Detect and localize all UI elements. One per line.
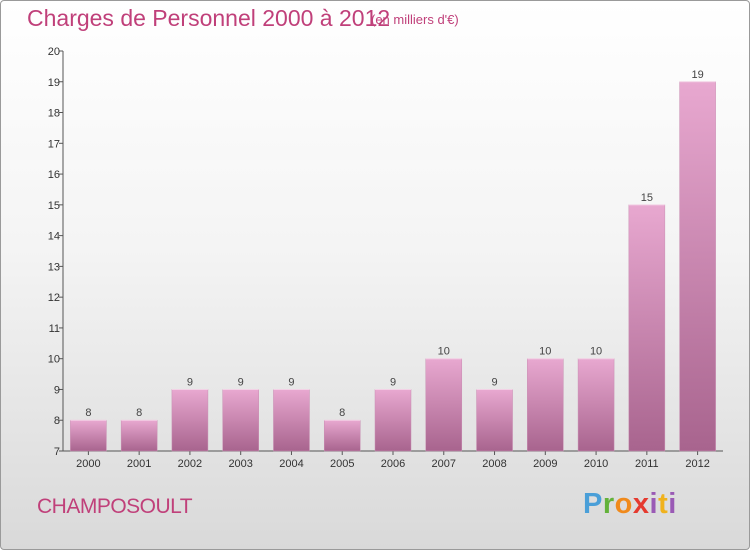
bar-2005 (323, 419, 361, 452)
value-label-2009: 10 (539, 346, 551, 358)
x-tick-label-2006: 2006 (381, 458, 405, 470)
value-label-2003: 9 (238, 376, 244, 388)
chart-subtitle: (en milliers d'€) (371, 12, 459, 27)
bar-2001 (120, 419, 158, 452)
x-tick-label-2009: 2009 (533, 458, 557, 470)
y-tick-label: 20 (48, 46, 60, 58)
x-tick-label-2007: 2007 (432, 458, 456, 470)
y-tick-label: 7 (54, 446, 60, 458)
value-label-2012: 19 (691, 69, 703, 81)
bar-2008 (476, 389, 513, 452)
proxiti-logo[interactable]: Proxiti (583, 488, 677, 520)
y-tick-label: 8 (54, 415, 60, 427)
y-tick-label: 12 (48, 292, 60, 304)
bar-2002 (171, 389, 209, 452)
bar-2003 (222, 389, 259, 452)
y-tick-label: 14 (48, 231, 60, 243)
y-tick-label: 15 (48, 200, 60, 212)
x-tick-label-2010: 2010 (584, 458, 608, 470)
value-label-2000: 8 (85, 407, 91, 419)
y-tick-label: 13 (48, 261, 60, 273)
x-tick-label-2004: 2004 (279, 458, 303, 470)
bar-2007 (425, 358, 463, 452)
chart-labels: 8 2000 8 2001 9 2002 9 2003 9 2004 8 2005 9 2006 10 200… (76, 69, 710, 470)
chart-title: Charges de Personnel 2000 à 2012 (27, 5, 391, 31)
x-tick-label-2001: 2001 (127, 458, 151, 470)
x-tick-label-2000: 2000 (76, 458, 100, 470)
value-label-2011: 15 (641, 192, 653, 204)
y-tick-label: 9 (54, 384, 60, 396)
bar-2010 (577, 358, 615, 452)
value-label-2002: 9 (187, 376, 193, 388)
x-tick-label-2005: 2005 (330, 458, 354, 470)
chart-bars (70, 81, 716, 452)
y-tick-label: 10 (48, 354, 60, 366)
y-tick-label: 11 (49, 323, 60, 335)
x-tick-label-2003: 2003 (228, 458, 252, 470)
commune-name: CHAMPOSOULT (37, 495, 193, 518)
value-label-2001: 8 (136, 407, 142, 419)
value-label-2010: 10 (590, 346, 602, 358)
value-label-2004: 9 (288, 376, 294, 388)
bar-2000 (70, 419, 107, 452)
y-tick-label: 16 (48, 169, 60, 181)
value-label-2006: 9 (390, 376, 396, 388)
bar-2011 (628, 204, 666, 452)
bar-2006 (374, 389, 412, 452)
value-label-2007: 10 (438, 346, 450, 358)
x-tick-label-2011: 2011 (635, 458, 659, 470)
bar-2009 (527, 358, 564, 452)
y-tick-label: 19 (48, 77, 60, 89)
x-tick-label-2008: 2008 (482, 458, 506, 470)
y-tick-label: 18 (48, 108, 60, 120)
y-tick-label: 17 (48, 138, 60, 150)
x-tick-label-2002: 2002 (178, 458, 202, 470)
bar-2004 (273, 389, 310, 452)
bar-2012 (679, 81, 716, 452)
value-label-2005: 8 (339, 407, 345, 419)
value-label-2008: 9 (491, 376, 497, 388)
x-tick-label-2012: 2012 (685, 458, 709, 470)
